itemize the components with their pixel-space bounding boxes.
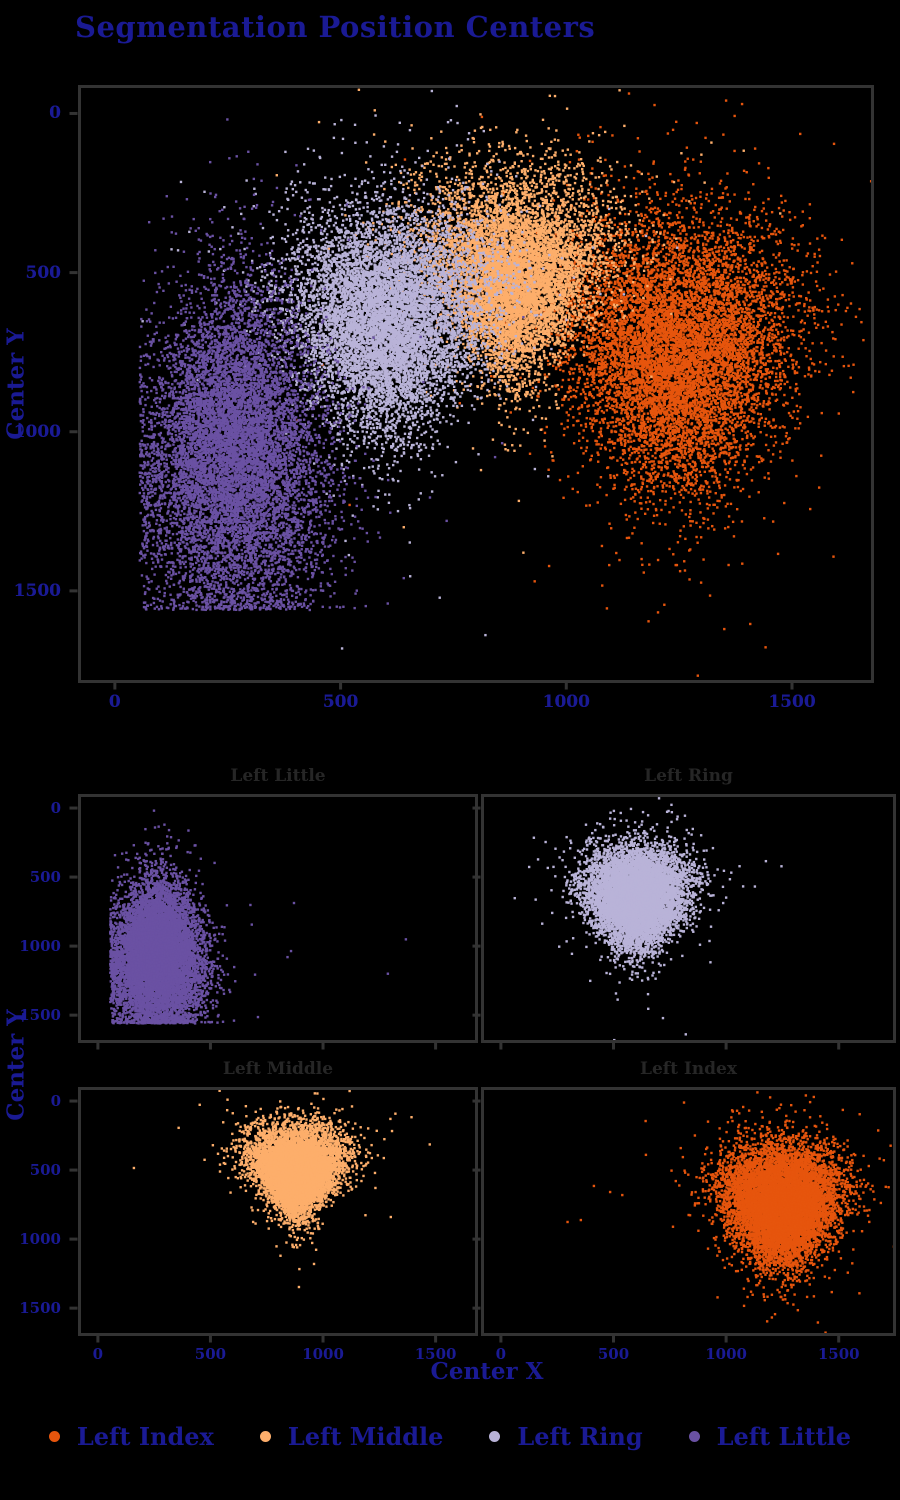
subplot-title-left-middle: Left Middle bbox=[222, 1059, 334, 1079]
legend-marker-left-middle bbox=[259, 1431, 271, 1442]
subplot-left-little bbox=[66, 782, 490, 1055]
tick-label: 0 bbox=[49, 103, 61, 124]
tick-label: 1000 bbox=[542, 692, 590, 712]
tick-label: 1500 bbox=[817, 1345, 860, 1363]
tick-label: 500 bbox=[25, 262, 62, 283]
subplot-title-left-little: Left Little bbox=[230, 766, 326, 786]
tick-label: 0 bbox=[92, 1345, 104, 1363]
subplot-left-middle bbox=[66, 1075, 490, 1348]
tick-label: 500 bbox=[597, 1345, 630, 1363]
tick-label: 0 bbox=[50, 1092, 61, 1111]
subplots-x-axis-label: Center X bbox=[430, 1358, 544, 1385]
tick-label: 1500 bbox=[19, 1006, 61, 1025]
tick-label: 1000 bbox=[302, 1345, 344, 1363]
tick-label: 500 bbox=[322, 692, 359, 712]
legend-item-left-ring: Left Ring bbox=[489, 1422, 643, 1451]
tick-label: 1500 bbox=[19, 1299, 61, 1318]
legend-label-left-index: Left Index bbox=[76, 1422, 214, 1451]
subplot-left-ring bbox=[469, 782, 900, 1055]
subplot-left-index-canvas bbox=[469, 1075, 900, 1348]
legend-marker-left-little bbox=[688, 1431, 700, 1442]
tick-label: 1500 bbox=[13, 580, 61, 601]
tick-label: 1000 bbox=[13, 421, 61, 442]
tick-label: 500 bbox=[194, 1345, 227, 1363]
subplot-left-middle-canvas bbox=[66, 1075, 490, 1348]
tick-label: 1000 bbox=[705, 1345, 747, 1363]
legend-label-left-middle: Left Middle bbox=[287, 1422, 444, 1451]
tick-label: 1000 bbox=[542, 692, 590, 712]
legend-item-left-little: Left Little bbox=[688, 1422, 852, 1451]
legend-item-left-index: Left Index bbox=[48, 1422, 214, 1451]
main-plot-canvas bbox=[66, 73, 886, 695]
subplot-left-index bbox=[469, 1075, 900, 1348]
legend-item-left-middle: Left Middle bbox=[259, 1422, 444, 1451]
tick-label: 500 bbox=[25, 262, 62, 283]
tick-label: 500 bbox=[29, 868, 61, 887]
tick-label: 0 bbox=[495, 1345, 507, 1363]
tick-label: 0 bbox=[50, 799, 61, 818]
legend-label-left-ring: Left Ring bbox=[517, 1422, 643, 1451]
tick-label: 1500 bbox=[768, 692, 816, 712]
tick-label: 0 bbox=[108, 692, 121, 712]
main-scatter-plot bbox=[66, 73, 886, 695]
subplot-title-left-index: Left Index bbox=[639, 1059, 737, 1079]
subplot-title-left-ring: Left Ring bbox=[644, 766, 733, 786]
legend-marker-left-ring bbox=[489, 1431, 501, 1442]
tick-label: 500 bbox=[322, 692, 359, 712]
figure-title: Segmentation Position Centers bbox=[75, 10, 596, 44]
legend-marker-left-index bbox=[48, 1431, 60, 1442]
tick-label: 0 bbox=[49, 103, 61, 124]
tick-label: 1000 bbox=[19, 1230, 61, 1249]
legend-label-left-little: Left Little bbox=[716, 1422, 852, 1451]
tick-label: 1500 bbox=[768, 692, 816, 712]
tick-label: 1000 bbox=[19, 937, 61, 956]
subplot-left-little-canvas bbox=[66, 782, 490, 1055]
tick-label: 1500 bbox=[13, 580, 61, 601]
tick-label: 1500 bbox=[414, 1345, 457, 1363]
legend: Left Index Left Middle Left Ring Left Li… bbox=[35, 1422, 865, 1451]
tick-label: 500 bbox=[29, 1161, 61, 1180]
tick-label: 0 bbox=[108, 692, 121, 712]
tick-label: 1000 bbox=[13, 421, 61, 442]
subplot-left-ring-canvas bbox=[469, 782, 900, 1055]
